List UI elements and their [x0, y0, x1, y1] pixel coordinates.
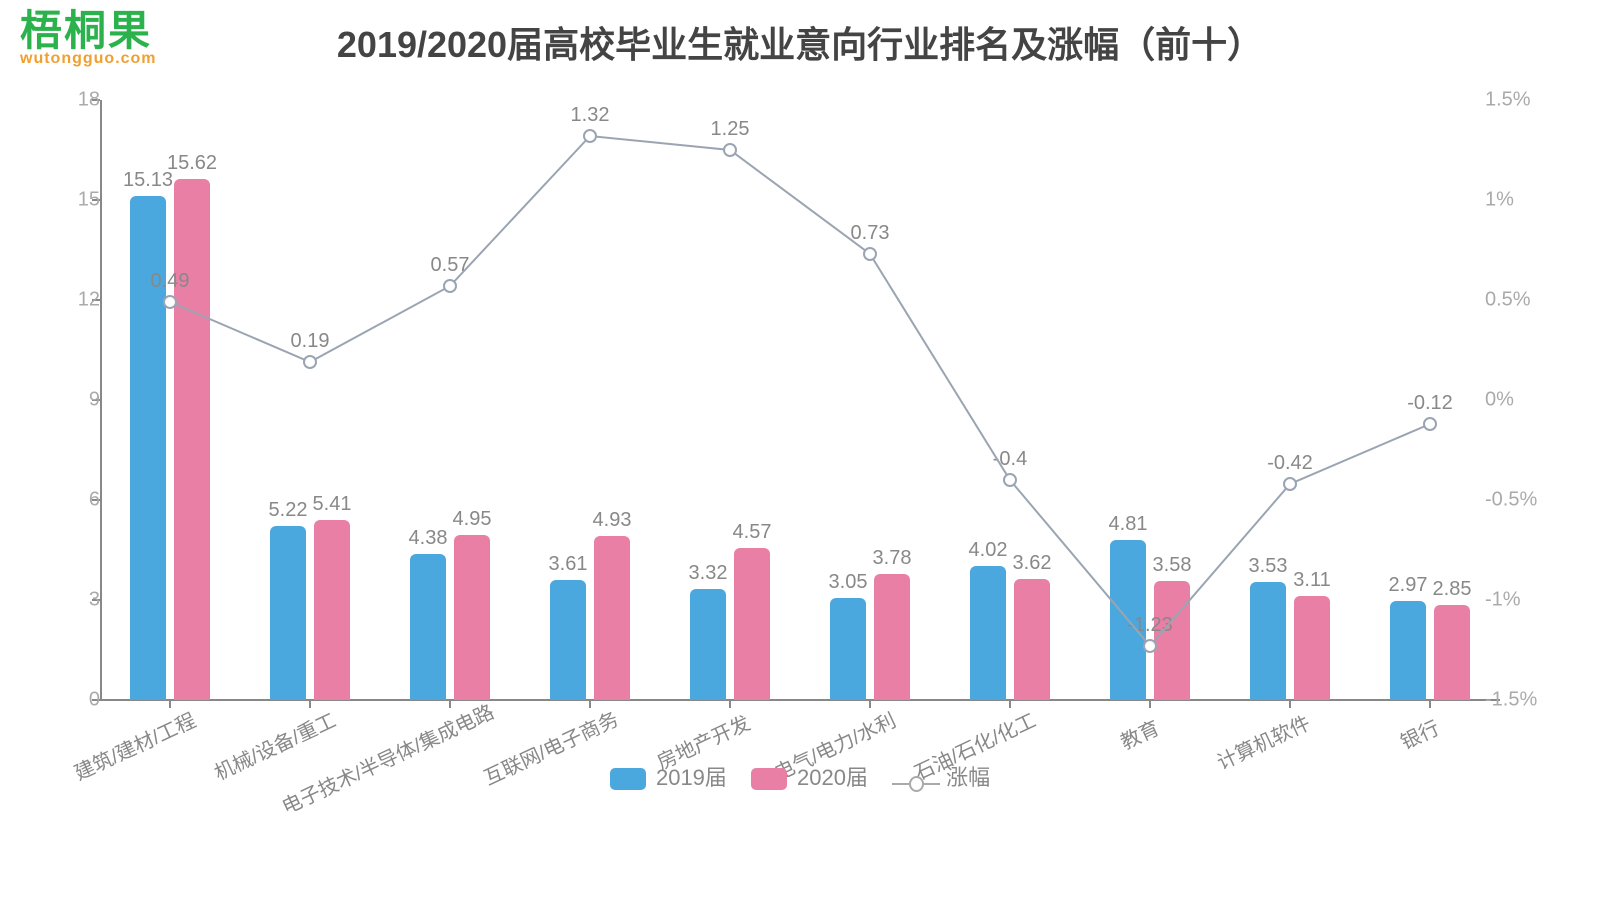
y-right-tick: -1%	[1485, 589, 1555, 612]
y-left-tick: 3	[40, 589, 100, 612]
x-tickmark	[1429, 700, 1431, 708]
plot-area: 15.135.224.383.613.323.054.024.813.532.9…	[100, 100, 1500, 700]
legend-item-2020: 2020届	[751, 760, 868, 792]
y-right-tick: -1.5%	[1485, 689, 1555, 712]
x-category-label: 银行	[1395, 712, 1444, 755]
legend: 2019届 2020届 涨幅	[40, 760, 1560, 792]
y-right-tick: 0.5%	[1485, 289, 1555, 312]
legend-item-line: 涨幅	[892, 760, 990, 792]
legend-label-2020: 2020届	[797, 765, 868, 790]
y-right-tick: 1%	[1485, 189, 1555, 212]
legend-swatch-2019	[610, 768, 646, 790]
y-right-tick: 1.5%	[1485, 89, 1555, 112]
y-left-tick: 9	[40, 389, 100, 412]
page: 梧桐果 wutongguo.com 2019/2020届高校毕业生就业意向行业排…	[0, 0, 1600, 900]
y-left-tick: 6	[40, 489, 100, 512]
y-left-tick: 15	[40, 189, 100, 212]
y-left-tick: 12	[40, 289, 100, 312]
x-category-label: 教育	[1115, 712, 1164, 755]
x-tickmark	[729, 700, 731, 708]
legend-label-2019: 2019届	[656, 765, 727, 790]
chart-title: 2019/2020届高校毕业生就业意向行业排名及涨幅（前十）	[0, 16, 1600, 68]
x-tickmark	[1009, 700, 1011, 708]
legend-swatch-line	[892, 776, 940, 792]
x-tickmark	[1289, 700, 1291, 708]
x-tickmark	[1149, 700, 1151, 708]
y-left-tick: 18	[40, 89, 100, 112]
y-right-tick: 0%	[1485, 389, 1555, 412]
chart-container: 15.135.224.383.613.323.054.024.813.532.9…	[40, 100, 1560, 800]
line-series	[100, 100, 1500, 700]
legend-swatch-2020	[751, 768, 787, 790]
x-tickmark	[869, 700, 871, 708]
legend-item-2019: 2019届	[610, 760, 727, 792]
x-tickmark	[309, 700, 311, 708]
x-tickmark	[449, 700, 451, 708]
y-right-tick: -0.5%	[1485, 489, 1555, 512]
x-tickmark	[589, 700, 591, 708]
y-left-tick: 0	[40, 689, 100, 712]
x-tickmark	[169, 700, 171, 708]
legend-label-line: 涨幅	[946, 765, 990, 790]
